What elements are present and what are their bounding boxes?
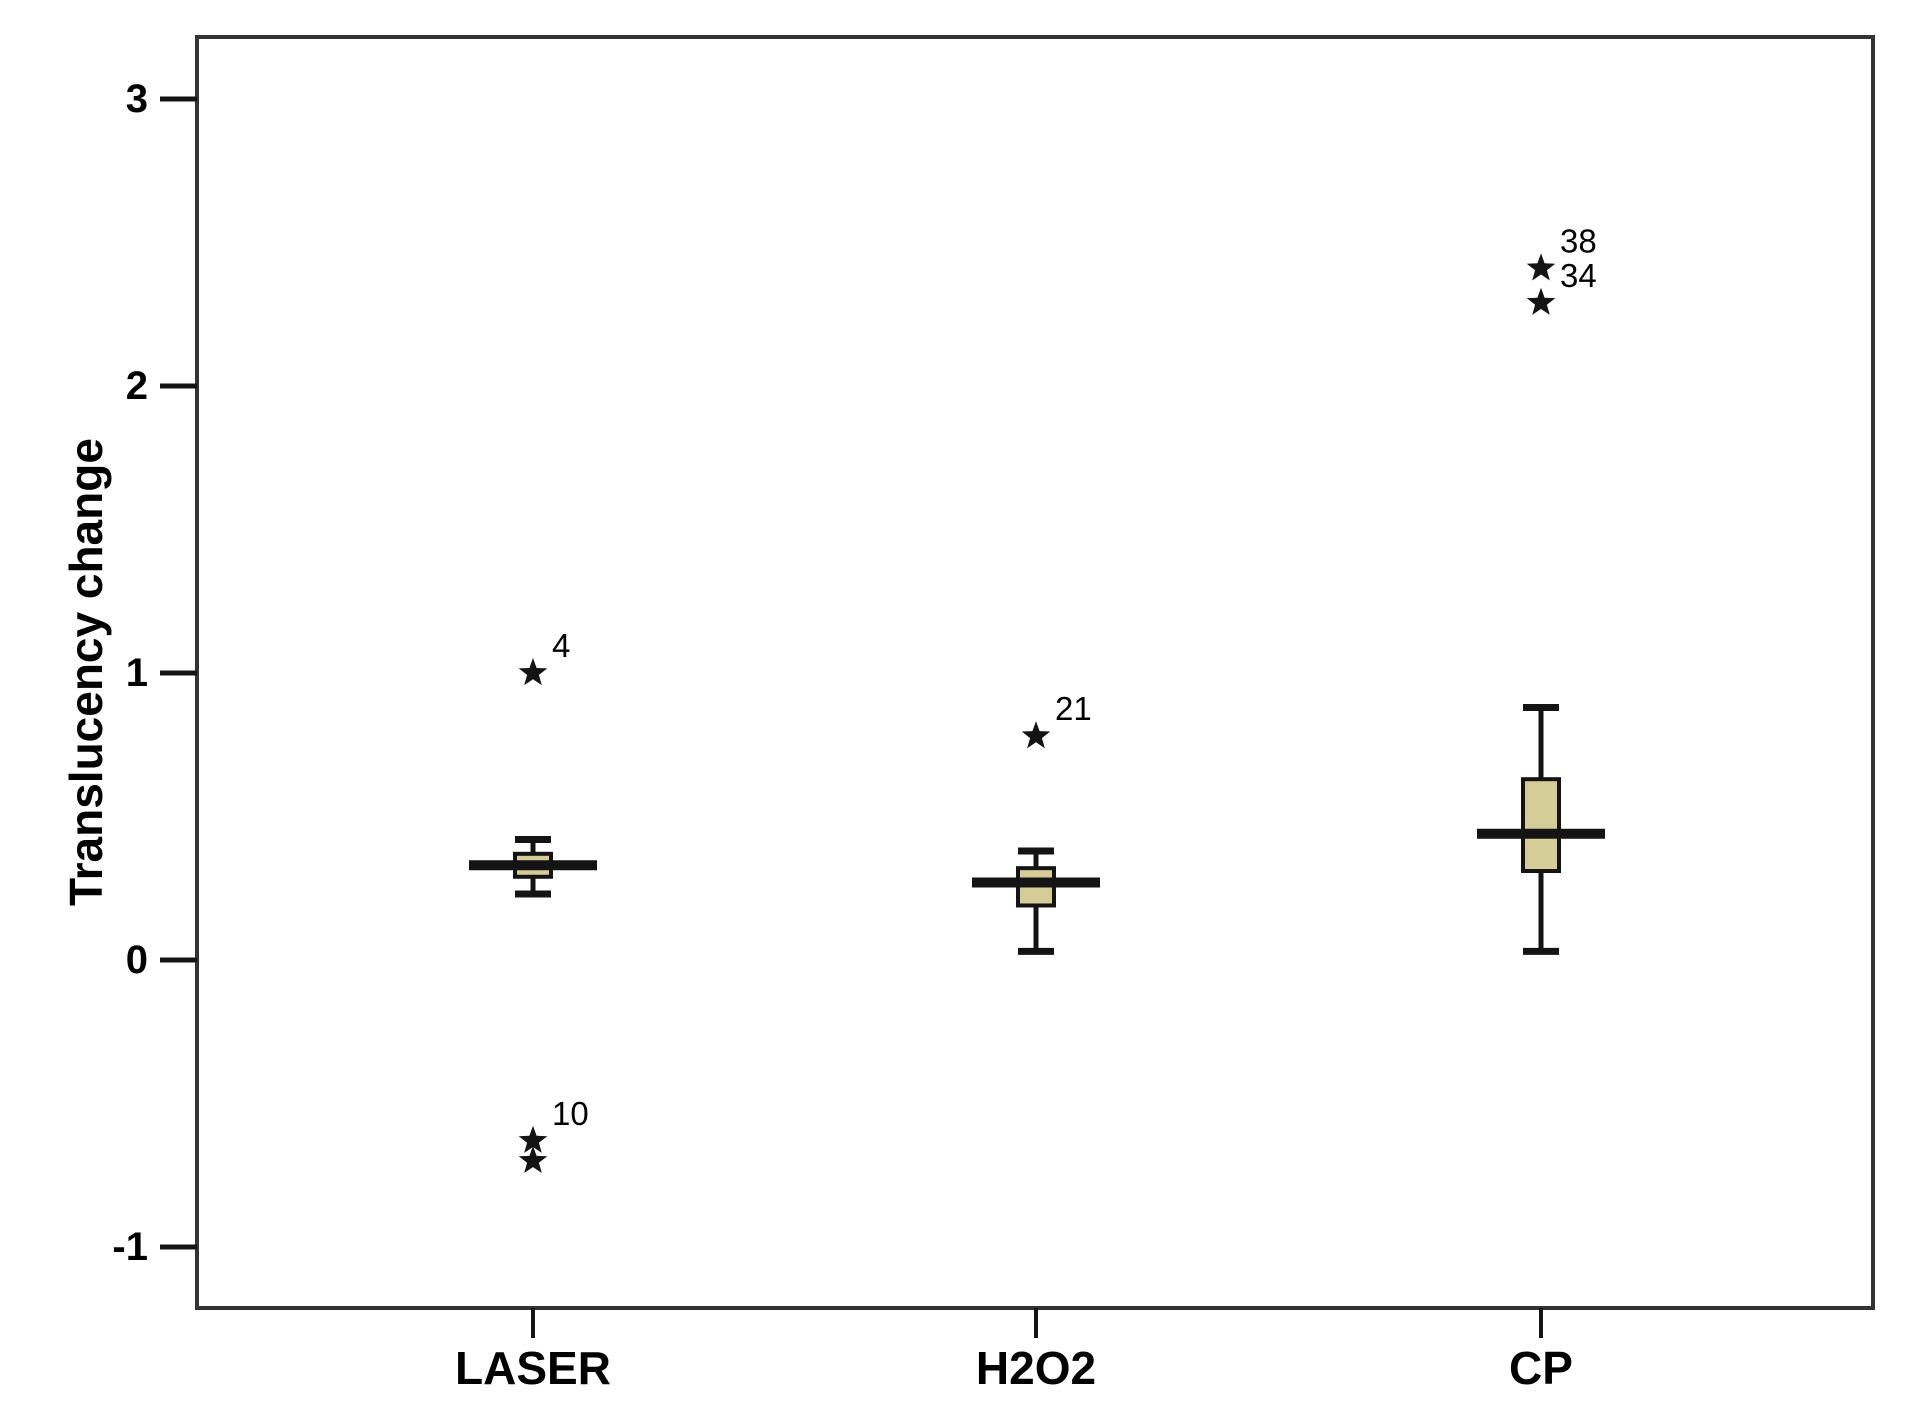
- outlier-label-laser-1: 10: [552, 1095, 589, 1132]
- y-tick-label--1: -1: [112, 1225, 148, 1269]
- category-label-h2o2: H2O2: [976, 1342, 1096, 1394]
- y-tick-label-3: 3: [126, 77, 148, 121]
- y-tick-label-1: 1: [126, 651, 148, 695]
- y-tick-label-2: 2: [126, 364, 148, 408]
- y-tick-label-0: 0: [126, 938, 148, 982]
- outlier-star-h2o2-0: [1021, 721, 1051, 749]
- outlier-star-cp-1: [1526, 287, 1556, 315]
- outlier-star-laser-0: [518, 658, 548, 686]
- outlier-label-laser-0: 4: [552, 627, 570, 664]
- outlier-label-h2o2-0: 21: [1055, 690, 1092, 727]
- box-cp: [1521, 777, 1561, 874]
- outlier-star-laser-2: [518, 1145, 548, 1173]
- category-label-laser: LASER: [455, 1342, 611, 1394]
- plot-frame: [195, 35, 1875, 1310]
- outlier-label-cp-1: 34: [1560, 257, 1597, 294]
- category-label-cp: CP: [1509, 1342, 1573, 1394]
- outlier-label-cp-0: 38: [1560, 222, 1597, 259]
- y-axis-title: Translucency change: [60, 438, 112, 906]
- outlier-star-laser-1: [518, 1125, 548, 1153]
- outlier-star-cp-0: [1526, 253, 1556, 281]
